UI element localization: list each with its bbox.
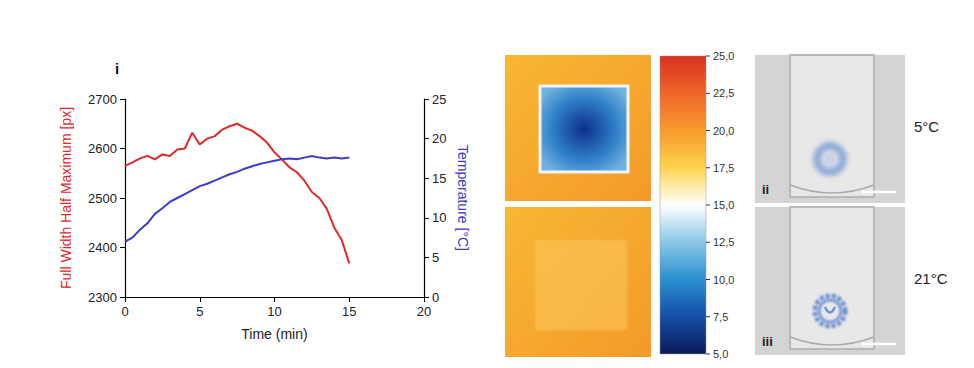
svg-text:2700: 2700: [88, 92, 117, 107]
svg-text:5: 5: [196, 304, 203, 319]
svg-text:15: 15: [342, 304, 356, 319]
svg-text:5°C: 5°C: [914, 118, 939, 135]
svg-text:10: 10: [267, 304, 281, 319]
svg-text:2500: 2500: [88, 191, 117, 206]
svg-text:22,5: 22,5: [713, 87, 734, 99]
svg-text:10,0: 10,0: [713, 274, 734, 286]
svg-text:20: 20: [417, 304, 431, 319]
svg-text:7,5: 7,5: [713, 311, 728, 323]
svg-text:10: 10: [432, 210, 446, 225]
svg-text:Temperature [°C]: Temperature [°C]: [455, 145, 471, 251]
svg-text:15,0: 15,0: [713, 199, 734, 211]
svg-text:ii: ii: [762, 182, 769, 197]
svg-text:0: 0: [432, 290, 439, 305]
svg-text:2300: 2300: [88, 290, 117, 305]
svg-text:20,0: 20,0: [713, 125, 734, 137]
svg-text:0: 0: [121, 304, 128, 319]
svg-text:5: 5: [432, 250, 439, 265]
svg-text:i: i: [115, 60, 119, 77]
svg-text:25,0: 25,0: [713, 50, 734, 62]
svg-text:15: 15: [432, 171, 446, 186]
svg-text:20: 20: [432, 131, 446, 146]
svg-text:21°C: 21°C: [914, 270, 948, 287]
svg-text:Full Width Half Maximum [px]: Full Width Half Maximum [px]: [58, 107, 74, 289]
svg-text:17,5: 17,5: [713, 162, 734, 174]
svg-text:12,5: 12,5: [713, 236, 734, 248]
svg-text:2600: 2600: [88, 141, 117, 156]
svg-text:5,0: 5,0: [713, 348, 728, 360]
svg-text:25: 25: [432, 92, 446, 107]
svg-text:Time (min): Time (min): [241, 326, 307, 342]
svg-text:iii: iii: [762, 334, 773, 349]
svg-text:2400: 2400: [88, 240, 117, 255]
